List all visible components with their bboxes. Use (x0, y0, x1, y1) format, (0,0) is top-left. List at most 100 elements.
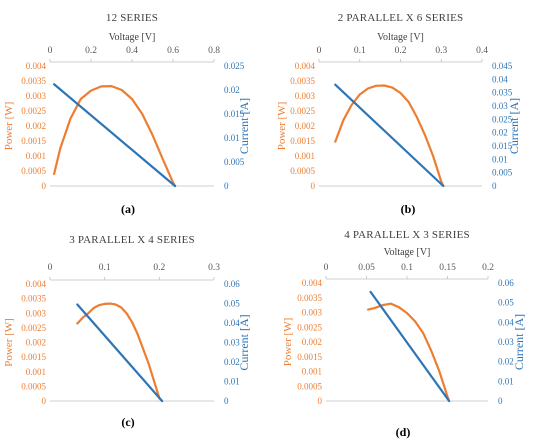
y1-tick-label: 0.0025 (21, 106, 46, 116)
y1-tick-label: 0.0005 (21, 381, 46, 391)
x-tick-label: 0.2 (395, 46, 407, 56)
y1-tick-label: 0.0035 (21, 294, 46, 304)
chart-title: 4 PARALLEL X 3 SERIES (344, 229, 470, 241)
y1-tick-label: 0 (318, 396, 323, 406)
current-series-line (369, 290, 451, 403)
y2-tick-label: 0.03 (224, 338, 240, 348)
x-tick-label: 0.1 (99, 263, 111, 273)
x-tick-label: 0.3 (208, 263, 220, 273)
panel-caption: (c) (121, 415, 134, 429)
y1-tick-label: 0.002 (26, 338, 46, 348)
x-tick-label: 0.2 (482, 263, 494, 273)
y1-tick-label: 0.002 (302, 337, 322, 347)
y1-tick-label: 0.002 (26, 121, 46, 131)
y2-tick-label: 0.03 (498, 337, 514, 347)
x-axis-label: Voltage [V] (109, 32, 156, 43)
y1-tick-label: 0.0035 (21, 76, 46, 86)
x-tick-label: 0.1 (401, 263, 413, 273)
y2-tick-label: 0.02 (224, 85, 240, 95)
y1-tick-label: 0.001 (26, 367, 46, 377)
power-series-line (52, 84, 177, 188)
y2-tick-label: 0 (224, 396, 229, 406)
y2-tick-label: 0.025 (224, 61, 245, 71)
panel-d: 4 PARALLEL X 3 SERIES Voltage [V] 0 0.05 0.1… (282, 229, 526, 439)
x-tick-label: 0 (48, 263, 53, 273)
panel-caption: (d) (396, 425, 411, 439)
power-series-line (76, 302, 164, 403)
y2-tick-label: 0 (498, 396, 503, 406)
y1-tick-label: 0.003 (26, 308, 47, 318)
y1-axis-label: Power [W] (3, 102, 15, 151)
chart-title: 2 PARALLEL X 6 SERIES (338, 12, 464, 24)
y2-tick-label: 0.015 (492, 141, 513, 151)
panel-caption: (a) (121, 202, 135, 216)
x-tick-label: 0.1 (354, 46, 366, 56)
x-tick-label: 0.05 (358, 263, 375, 273)
y2-tick-label: 0.04 (492, 74, 508, 84)
y1-tick-label: 0.0025 (21, 323, 46, 333)
y1-tick-label: 0.001 (26, 151, 46, 161)
x-tick-label: 0 (48, 46, 53, 56)
x-tick-label: 0.2 (153, 263, 165, 273)
y1-tick-label: 0.0035 (290, 76, 315, 86)
y1-tick-label: 0.003 (26, 91, 47, 101)
y1-tick-label: 0.0015 (21, 352, 46, 362)
x-tick-label: 0 (324, 263, 329, 273)
y2-tick-label: 0.02 (224, 357, 240, 367)
y2-tick-label: 0.02 (492, 128, 508, 138)
y2-tick-label: 0.035 (492, 88, 513, 98)
x-axis-label: Voltage [V] (377, 32, 424, 43)
y2-tick-label: 0.005 (224, 157, 245, 167)
y2-tick-label: 0.01 (492, 154, 508, 164)
y2-tick-label: 0.01 (498, 376, 514, 386)
x-tick-label: 0.3 (435, 46, 447, 56)
y2-axis-label: Current [A] (512, 314, 526, 370)
panel-a: 12 SERIES Voltage [V] 0 0.2 0.4 0.6 0.8 0 0.0005… (3, 12, 251, 216)
chart-title: 3 PARALLEL X 4 SERIES (69, 234, 195, 246)
y2-tick-label: 0.005 (492, 168, 513, 178)
y1-tick-label: 0.0015 (297, 352, 322, 362)
y2-tick-label: 0.025 (492, 114, 513, 124)
x-tick-label: 0.15 (439, 263, 456, 273)
y2-tick-label: 0.01 (224, 133, 240, 143)
chart-title: 12 SERIES (106, 12, 158, 24)
y1-tick-label: 0.0005 (297, 381, 322, 391)
y2-tick-label: 0.06 (224, 279, 240, 289)
x-axis-label: Voltage [V] (384, 247, 431, 258)
y2-axis-label: Current [A] (507, 98, 521, 154)
y2-tick-label: 0.01 (224, 377, 240, 387)
current-series-line (76, 303, 164, 403)
power-series-line (367, 302, 451, 403)
y1-axis-label: Power [W] (276, 102, 288, 151)
y1-tick-label: 0 (42, 396, 47, 406)
y2-tick-label: 0.06 (498, 278, 514, 288)
x-tick-label: 0.2 (85, 46, 97, 56)
y2-tick-label: 0.04 (498, 317, 514, 327)
y2-axis-label: Current [A] (237, 98, 251, 154)
y1-tick-label: 0.004 (302, 278, 323, 288)
y1-tick-label: 0.0015 (290, 136, 315, 146)
panel-caption: (b) (401, 202, 416, 216)
y1-tick-label: 0.001 (295, 151, 315, 161)
y2-tick-label: 0.015 (224, 109, 245, 119)
y2-tick-label: 0.05 (498, 298, 514, 308)
y1-tick-label: 0.0005 (290, 166, 315, 176)
x-tick-label: 0.6 (167, 46, 179, 56)
y1-tick-label: 0.0025 (297, 322, 322, 332)
current-series-line (52, 83, 177, 188)
y1-tick-label: 0.003 (295, 91, 316, 101)
y1-tick-label: 0.002 (295, 121, 315, 131)
y1-axis-label: Power [W] (282, 318, 294, 367)
x-tick-label: 0.4 (126, 46, 138, 56)
y1-tick-label: 0.003 (302, 308, 323, 318)
x-tick-label: 0.4 (476, 46, 488, 56)
y1-axis-label: Power [W] (3, 318, 15, 367)
y1-tick-label: 0.0015 (21, 136, 46, 146)
y1-tick-label: 0.004 (295, 61, 316, 71)
y2-tick-label: 0.045 (492, 61, 513, 71)
x-tick-label: 0.8 (208, 46, 220, 56)
panel-b: 2 PARALLEL X 6 SERIES Voltage [V] 0 0.1 0.2 0… (276, 12, 521, 216)
y2-tick-label: 0.05 (224, 299, 240, 309)
y2-tick-label: 0.04 (224, 318, 240, 328)
